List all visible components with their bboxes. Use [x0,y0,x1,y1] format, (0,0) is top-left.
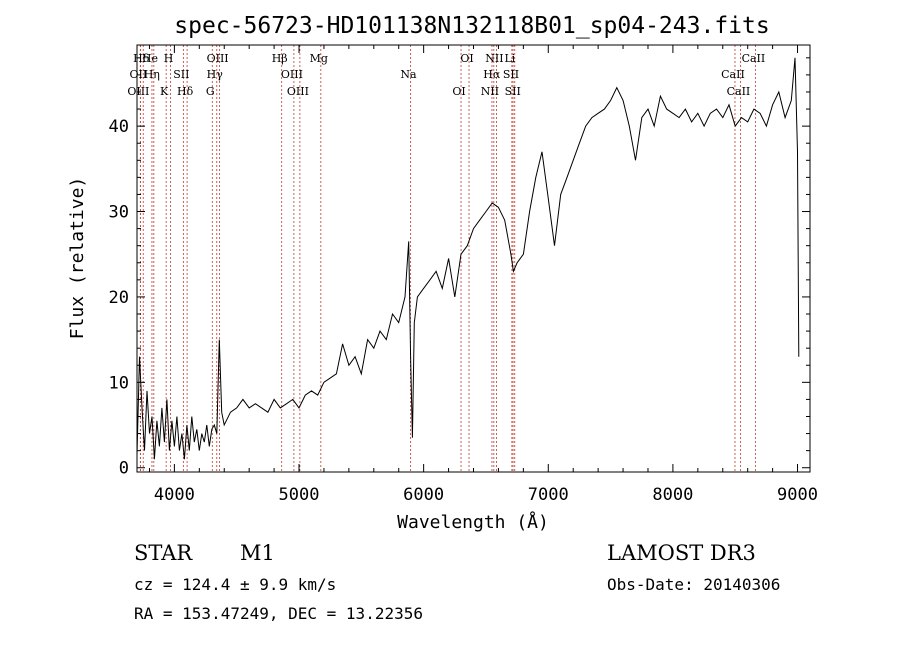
y-tick-label: 40 [109,117,129,137]
line-marker-label: OIII [287,85,309,98]
line-marker-label: G [206,85,215,98]
x-tick-label: 7000 [528,485,569,505]
line-marker-label: CaII [721,68,745,81]
line-marker-label: Hγ [207,68,224,81]
y-axis-ticks: 0 10 20 30 40 [109,57,810,479]
line-markers [139,45,756,472]
line-marker-label: H [164,52,174,65]
line-marker-label: Hη [144,68,160,81]
line-marker-label: NII [485,52,503,65]
y-tick-label: 10 [109,373,129,393]
line-marker-label: Na [400,68,417,81]
line-marker-label: OI [452,85,465,98]
line-marker-label: K [160,85,169,98]
x-axis-label: Wavelength (Å) [397,511,549,533]
line-marker-label: He [142,52,158,65]
line-marker-label: CaII [727,85,751,98]
line-marker-label: Mg [310,52,328,65]
line-marker-label: Li [504,52,515,65]
x-axis-ticks: 4000 5000 6000 7000 8000 9000 [148,45,818,505]
redshift-velocity: cz = 124.4 ± 9.9 km/s [134,575,337,594]
line-marker-label: Hδ [177,85,194,98]
spectrum-line [136,57,800,460]
line-marker-label: CaII [742,52,766,65]
line-marker-labels: HδOIIOIIIHeHηKHSIIHδOIIIHγGHβOIIIOIIIMgN… [127,52,765,98]
observation-date: Obs-Date: 20140306 [607,575,781,594]
line-marker-label: Hβ [272,52,288,65]
survey-name: LAMOST DR3 [607,541,756,565]
line-marker-label: SII [173,68,189,81]
x-tick-label: 9000 [777,485,818,505]
line-marker-label: Hα [483,68,501,81]
object-class: STAR [134,541,193,565]
y-tick-label: 30 [109,203,129,223]
y-tick-label: 0 [119,459,129,479]
chart-title: spec-56723-HD101138N132118B01_sp04-243.f… [174,13,769,39]
object-subclass: M1 [240,541,275,565]
plot-frame [136,44,811,473]
line-marker-label: OI [460,52,473,65]
line-marker-label: OIII [281,68,303,81]
x-tick-label: 4000 [154,485,195,505]
y-axis-label: Flux (relative) [67,177,88,340]
line-marker-label: SII [503,68,519,81]
line-marker-label: NII [481,85,499,98]
x-tick-label: 6000 [403,485,444,505]
line-marker-label: SII [505,85,521,98]
y-tick-label: 20 [109,288,129,308]
x-tick-label: 5000 [279,485,320,505]
coordinates: RA = 153.47249, DEC = 13.22356 [134,604,423,623]
x-tick-label: 8000 [652,485,693,505]
line-marker-label: OIII [207,52,229,65]
